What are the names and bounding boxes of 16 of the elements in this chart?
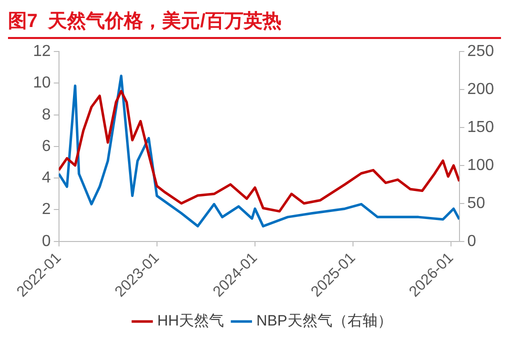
y-tick-label: 4 <box>42 170 51 187</box>
y2-tick-label: 150 <box>467 118 494 136</box>
chart-title: 图7 天然气价格，美元/百万英热 <box>8 9 282 34</box>
y2-tick-label: 250 <box>467 43 494 60</box>
y-tick-label: 8 <box>42 106 51 124</box>
y2-tick-label: 100 <box>467 156 494 174</box>
y-tick-label: 2 <box>42 201 51 218</box>
legend-label: NBP天然气（右轴） <box>256 312 392 330</box>
y2-tick-label: 200 <box>467 80 494 98</box>
legend-label: HH天然气 <box>157 312 224 330</box>
y2-tick-label: 0 <box>467 232 476 250</box>
y-tick-label: 12 <box>33 43 51 60</box>
y-tick-label: 0 <box>42 232 51 250</box>
y-tick-label: 6 <box>42 138 51 155</box>
y2-tick-label: 50 <box>467 194 486 212</box>
y-tick-label: 10 <box>33 74 51 92</box>
